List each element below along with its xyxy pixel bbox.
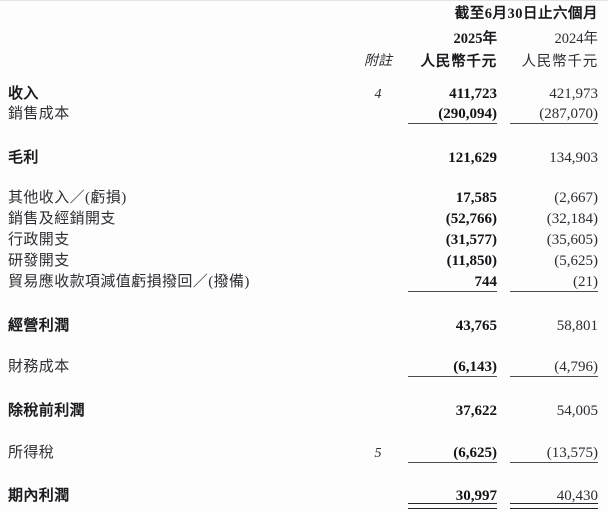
row-value-2024: (32,184) [546,211,598,227]
row-note-reference: 4 [374,87,382,102]
row-label: 銷售及經銷開支 [8,211,116,227]
row-value-2024: 134,903 [549,150,598,166]
row-label: 所得稅 [8,445,55,461]
row-value-2025: (31,577) [445,232,497,248]
subtotal-rule [408,123,497,124]
row-label: 經營利潤 [8,318,70,334]
header-year-2024: 2024年 [554,31,599,47]
header-period: 截至6月30日止六個月 [454,6,598,22]
row-label: 財務成本 [8,359,70,375]
row-label: 除稅前利潤 [8,403,86,419]
row-value-2024: (13,575) [546,445,598,461]
row-value-2024: (35,605) [546,232,598,248]
row-label: 銷售成本 [8,106,70,122]
header-note-column: 附註 [364,54,392,69]
subtotal-rule [510,376,598,377]
row-value-2024: 58,801 [556,318,598,334]
grand-total-double-rule [408,503,497,509]
subtotal-rule [408,376,497,377]
subtotal-rule [408,462,497,463]
row-label: 研發開支 [8,253,70,269]
row-value-2024: (287,070) [539,106,598,122]
row-label: 期內利潤 [8,488,70,504]
row-value-2024: 54,005 [556,403,598,419]
row-value-2024: (4,796) [554,359,598,375]
row-value-2024: (21) [573,274,598,290]
row-value-2025: 411,723 [449,86,497,102]
row-value-2025: 17,585 [455,190,497,206]
page-top-rule [0,0,608,1]
row-label: 貿易應收款項減值虧損撥回／(撥備) [8,274,250,290]
subtotal-rule [510,462,598,463]
row-note-reference: 5 [374,446,382,461]
subtotal-rule [510,123,598,124]
row-value-2025: 30,997 [455,488,497,504]
row-value-2025: (6,143) [453,359,497,375]
header-year-2025: 2025年 [453,31,498,47]
grand-total-double-rule [510,503,598,509]
row-label: 收入 [8,86,39,102]
row-value-2025: 121,629 [448,150,497,166]
row-value-2025: (290,094) [438,106,497,122]
row-value-2024: 421,973 [549,86,598,102]
row-label: 其他收入／(虧損) [8,190,127,206]
row-value-2024: 40,430 [556,488,598,504]
row-value-2025: (52,766) [445,211,497,227]
row-value-2025: 43,765 [455,318,497,334]
row-value-2025: 744 [474,274,498,290]
subtotal-rule [408,291,497,292]
row-value-2025: (11,850) [446,253,497,269]
header-currency-2025: 人民幣千元 [420,54,497,70]
row-label: 毛利 [8,150,39,166]
row-label: 行政開支 [8,232,70,248]
row-value-2025: 37,622 [455,403,497,419]
header-currency-2024: 人民幣千元 [521,54,598,70]
row-value-2024: (2,667) [554,190,598,206]
subtotal-rule [510,291,598,292]
row-value-2025: (6,625) [453,445,497,461]
row-value-2024: (5,625) [554,253,598,269]
